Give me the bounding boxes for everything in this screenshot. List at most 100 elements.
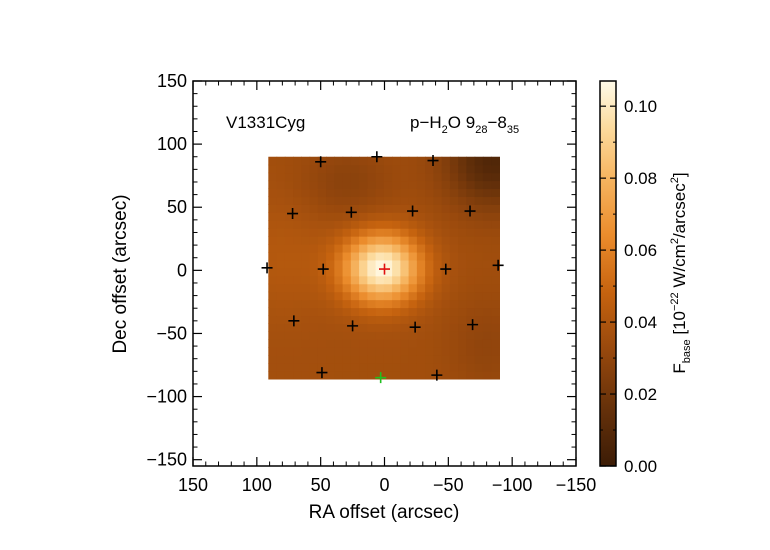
heatmap-cell bbox=[482, 220, 492, 229]
heatmap-cell bbox=[408, 251, 418, 261]
heatmap-cell bbox=[317, 188, 327, 198]
heatmap-cell bbox=[400, 228, 410, 237]
heatmap-cell bbox=[400, 244, 410, 253]
heatmap-cell bbox=[474, 307, 484, 317]
heatmap-cell bbox=[293, 188, 302, 198]
heatmap-cell bbox=[342, 204, 352, 213]
heatmap-cell bbox=[466, 370, 476, 380]
heatmap-cell bbox=[334, 172, 344, 182]
heatmap-cell bbox=[383, 236, 393, 245]
heatmap-cell bbox=[334, 363, 344, 372]
spaxel-marker bbox=[431, 369, 443, 381]
heatmap-cell bbox=[276, 196, 286, 205]
heatmap-cell bbox=[449, 291, 459, 301]
heatmap-cell bbox=[309, 204, 319, 213]
heatmap-cell bbox=[317, 172, 327, 182]
heatmap-cell bbox=[317, 164, 327, 174]
colorbar: 0.00 0.02 0.04 0.06 0.08 0.10 Fbase [10−22 W/… bbox=[599, 80, 693, 476]
y-tick-label: 150 bbox=[157, 71, 187, 91]
heatmap-cell bbox=[408, 355, 418, 364]
heatmap-cell bbox=[466, 212, 476, 221]
heatmap-cell bbox=[458, 220, 467, 229]
heatmap-cell bbox=[326, 212, 335, 221]
heatmap-cell bbox=[425, 315, 434, 324]
heatmap-cell bbox=[482, 244, 492, 253]
heatmap-cell bbox=[317, 331, 327, 340]
heatmap-cell bbox=[491, 331, 500, 340]
heatmap-cell bbox=[474, 156, 484, 166]
heatmap-cell bbox=[491, 251, 500, 261]
heatmap-cell bbox=[268, 363, 278, 372]
heatmap-cell bbox=[458, 188, 467, 198]
heatmap-cell bbox=[334, 275, 344, 285]
heatmap-cell bbox=[392, 196, 401, 205]
heatmap-cell bbox=[367, 204, 377, 213]
heatmap-cell bbox=[433, 331, 443, 340]
heatmap-cell bbox=[375, 259, 385, 269]
heatmap-cell bbox=[400, 363, 410, 372]
heatmap-cell bbox=[416, 220, 426, 229]
y-tick-label: −50 bbox=[156, 323, 187, 343]
heatmap-cell bbox=[474, 196, 484, 205]
heatmap-cell bbox=[342, 363, 352, 372]
heatmap-cell bbox=[268, 212, 278, 221]
heatmap-cell bbox=[383, 331, 393, 340]
heatmap-cell bbox=[326, 220, 335, 229]
heatmap-cell bbox=[309, 188, 319, 198]
heatmap-cell bbox=[400, 331, 410, 340]
heatmap-cell bbox=[367, 196, 377, 205]
source-label: V1331Cyg bbox=[226, 113, 305, 132]
spaxel-marker bbox=[261, 262, 273, 274]
heatmap-cell bbox=[350, 251, 360, 261]
heatmap-cell bbox=[466, 331, 476, 340]
heatmap-cell bbox=[350, 228, 360, 237]
heatmap-cell bbox=[284, 172, 294, 182]
heatmap-cell bbox=[482, 196, 492, 205]
heatmap-cell bbox=[276, 275, 286, 285]
heatmap-cell bbox=[416, 299, 426, 309]
heatmap-cell bbox=[342, 370, 352, 380]
y-tick-label: −100 bbox=[146, 387, 187, 407]
heatmap-cell bbox=[350, 291, 360, 301]
heatmap-cell bbox=[449, 220, 459, 229]
heatmap-cell bbox=[367, 339, 377, 348]
heatmap-cell bbox=[466, 188, 476, 198]
heatmap-cell bbox=[482, 291, 492, 301]
heatmap-cell bbox=[466, 244, 476, 253]
heatmap-cell bbox=[408, 275, 418, 285]
heatmap-cell bbox=[342, 180, 352, 190]
heatmap-cell bbox=[284, 212, 294, 221]
heatmap-cell bbox=[276, 347, 286, 356]
heatmap-cell bbox=[392, 259, 401, 269]
heatmap-cell bbox=[482, 267, 492, 277]
heatmap-cell bbox=[359, 156, 368, 166]
heatmap-cell bbox=[326, 259, 335, 269]
colorbar-tick-label: 0.06 bbox=[624, 241, 657, 260]
heatmap-cell bbox=[293, 212, 302, 221]
heatmap-cell bbox=[392, 236, 401, 245]
heatmap-cell bbox=[334, 180, 344, 190]
heatmap-cell bbox=[301, 188, 311, 198]
heatmap-cell bbox=[301, 180, 311, 190]
colorbar-label: Fbase [10−22 W/cm2/arcsec2] bbox=[669, 172, 693, 373]
heatmap-cell bbox=[449, 156, 459, 166]
heatmap-cell bbox=[276, 164, 286, 174]
heatmap-cell bbox=[441, 172, 451, 182]
heatmap-cell bbox=[491, 307, 500, 317]
heatmap-cell bbox=[268, 370, 278, 380]
heatmap-cell bbox=[276, 307, 286, 317]
heatmap-cell bbox=[458, 275, 467, 285]
heatmap-cell bbox=[441, 204, 451, 213]
heatmap-cell bbox=[367, 307, 377, 317]
heatmap-cell bbox=[408, 156, 418, 166]
heatmap-cell bbox=[449, 347, 459, 356]
heatmap-cell bbox=[449, 172, 459, 182]
heatmap-cell bbox=[375, 196, 385, 205]
heatmap-cell bbox=[350, 156, 360, 166]
heatmap-cell bbox=[309, 228, 319, 237]
heatmap-cell bbox=[400, 307, 410, 317]
heatmap-cell bbox=[317, 267, 327, 277]
heatmap-cell bbox=[334, 291, 344, 301]
heatmap-cell bbox=[383, 204, 393, 213]
heatmap-cell bbox=[449, 212, 459, 221]
